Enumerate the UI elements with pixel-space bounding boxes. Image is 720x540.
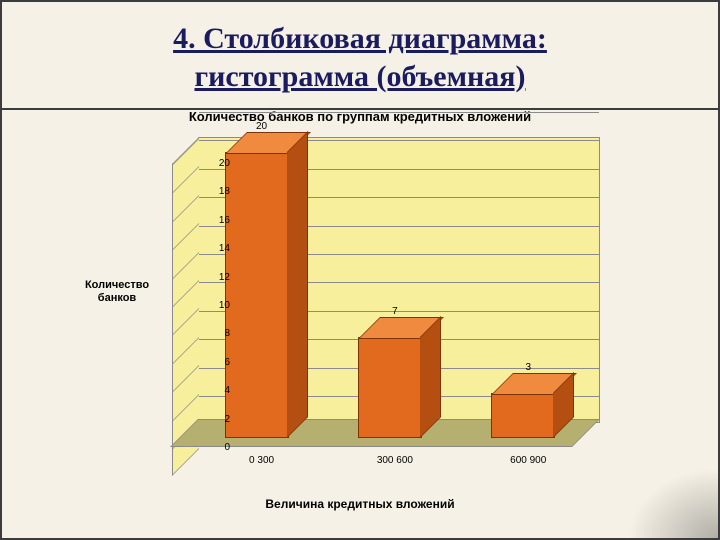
gridline-side bbox=[173, 138, 199, 165]
gridline-side bbox=[173, 195, 199, 222]
bars-group: 2073 bbox=[198, 137, 598, 421]
bar-value-label: 7 bbox=[364, 306, 426, 317]
gridline-side bbox=[173, 308, 199, 335]
bar-front bbox=[358, 337, 422, 438]
bar: 7 bbox=[358, 319, 420, 438]
y-tick-label: 6 bbox=[202, 357, 230, 368]
heading-line-1: 4. Столбиковая диаграмма: bbox=[173, 22, 547, 55]
heading-line-2: гистограмма (объемная) bbox=[194, 60, 525, 93]
gridline-side bbox=[173, 166, 199, 193]
bar: 3 bbox=[491, 375, 553, 438]
y-tick-label: 4 bbox=[202, 385, 230, 396]
y-axis-label: Количество банков bbox=[72, 279, 162, 304]
gridline-side bbox=[173, 394, 199, 421]
gridline-side bbox=[173, 337, 199, 364]
page-title: 4. Столбиковая диаграмма: гистограмма (о… bbox=[32, 20, 688, 95]
slide: 4. Столбиковая диаграмма: гистограмма (о… bbox=[0, 0, 720, 540]
y-tick-label: 14 bbox=[202, 243, 230, 254]
y-tick-label: 8 bbox=[202, 328, 230, 339]
bar: 20 bbox=[225, 134, 287, 438]
gridline-side bbox=[173, 223, 199, 250]
bar-side bbox=[420, 316, 441, 438]
gridline-side bbox=[173, 280, 199, 307]
x-axis-label: Величина кредитных вложений bbox=[80, 497, 640, 511]
chart-container: Количество банков по группам кредитных в… bbox=[80, 109, 640, 509]
x-tick-label: 0 300 bbox=[249, 455, 274, 466]
bar-front bbox=[225, 152, 289, 438]
gridline-side bbox=[173, 365, 199, 392]
bar-side bbox=[287, 131, 308, 438]
y-tick-label: 20 bbox=[202, 158, 230, 169]
y-tick-label: 10 bbox=[202, 300, 230, 311]
y-tick-label: 18 bbox=[202, 186, 230, 197]
x-tick-label: 300 600 bbox=[377, 455, 413, 466]
y-tick-label: 16 bbox=[202, 215, 230, 226]
bar-value-label: 20 bbox=[231, 121, 293, 132]
x-tick-label: 600 900 bbox=[510, 455, 546, 466]
bar-value-label: 3 bbox=[497, 362, 559, 373]
chart-plot: 20730 300300 600600 900 bbox=[198, 163, 598, 447]
y-tick-label: 0 bbox=[202, 442, 230, 453]
gridline-side bbox=[173, 252, 199, 279]
gridline bbox=[199, 112, 599, 113]
y-tick-label: 12 bbox=[202, 272, 230, 283]
page-curl-shadow bbox=[628, 468, 718, 538]
y-tick-label: 2 bbox=[202, 414, 230, 425]
bar-front bbox=[491, 393, 555, 438]
